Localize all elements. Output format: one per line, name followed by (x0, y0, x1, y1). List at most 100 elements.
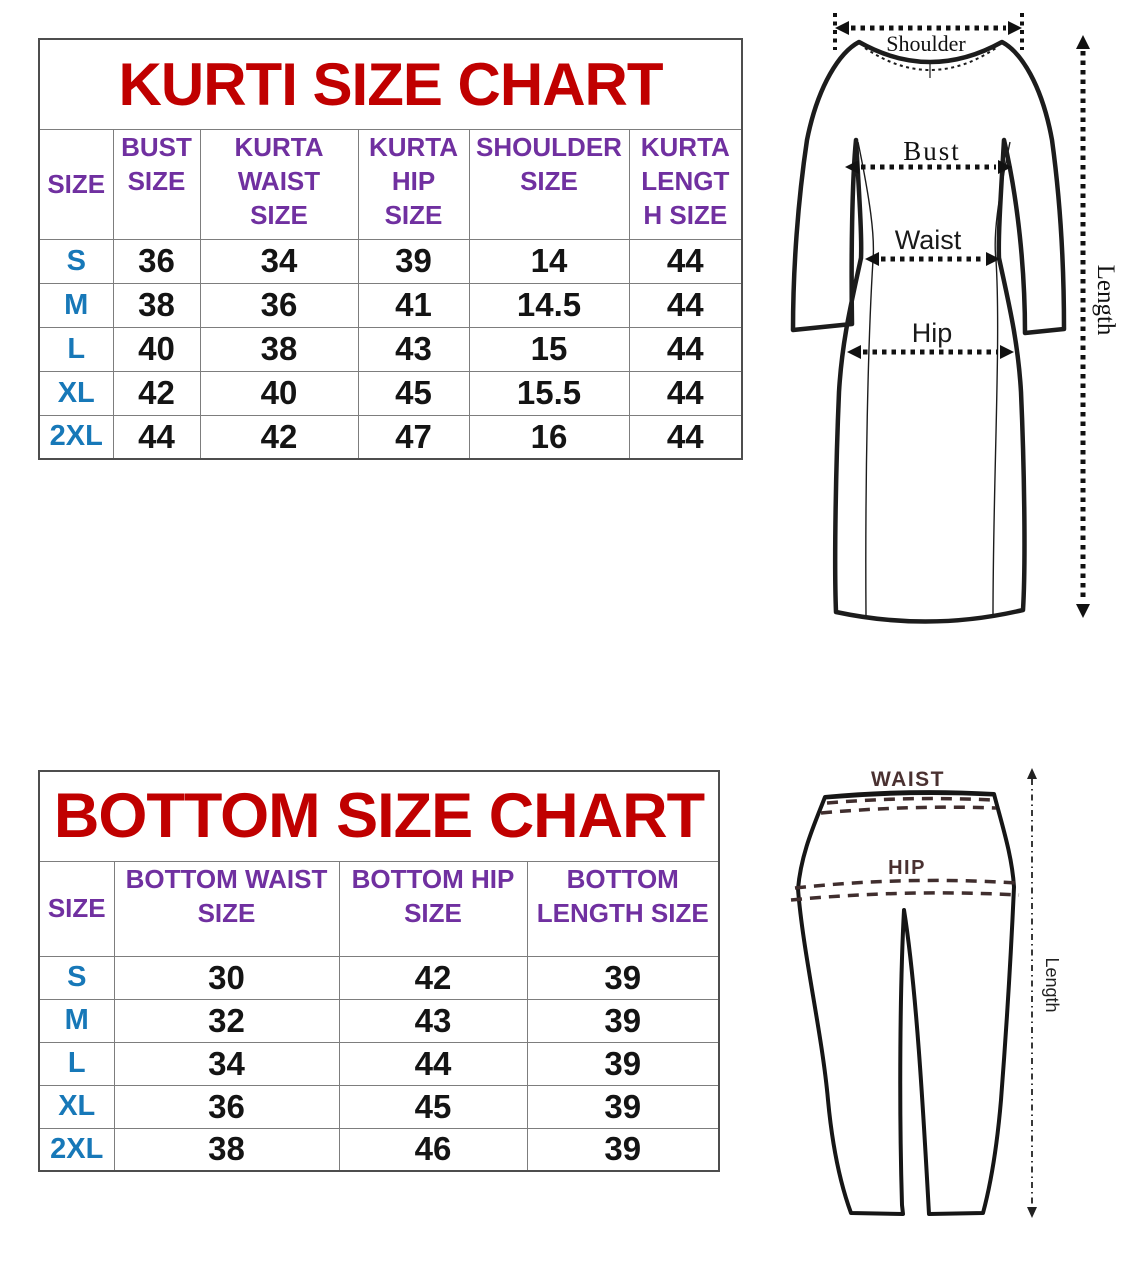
length-label: Length (1092, 265, 1119, 336)
value-cell: 44 (628, 326, 743, 372)
value-cell: 45 (338, 1084, 528, 1129)
pants-length-label: Length (1042, 957, 1062, 1012)
value-cell: 44 (628, 282, 743, 328)
bottom-size-table: BOTTOM SIZE CHART SIZE BOTTOM WAIST SIZE… (38, 770, 721, 1172)
bottom-header-row: SIZE BOTTOM WAIST SIZE BOTTOM HIP SIZE B… (38, 860, 720, 957)
value-cell: 38 (199, 326, 359, 372)
size-cell: L (38, 1041, 115, 1086)
value-cell: 39 (526, 1127, 720, 1172)
bottom-row-2xl: 2XL 38 46 39 (38, 1127, 720, 1172)
bottom-row-m: M 32 43 39 (38, 998, 720, 1043)
length-measure-arrow (1076, 35, 1090, 618)
kurti-header-waist: KURTA WAIST SIZE (199, 128, 359, 240)
size-cell: L (38, 326, 114, 372)
kurti-row-l: L 40 38 43 15 44 (38, 326, 743, 372)
shoulder-measure-arrow (833, 13, 1024, 50)
value-cell: 14 (468, 238, 630, 284)
pants-waist-label: WAIST (871, 768, 945, 791)
value-cell: 40 (199, 370, 359, 416)
value-cell: 38 (112, 282, 201, 328)
value-cell: 36 (112, 238, 201, 284)
bottom-header-size: SIZE (38, 860, 115, 957)
pants-length-arrow (1027, 768, 1037, 1218)
value-cell: 32 (113, 998, 340, 1043)
value-cell: 39 (526, 998, 720, 1043)
value-cell: 38 (113, 1127, 340, 1172)
value-cell: 34 (113, 1041, 340, 1086)
value-cell: 16 (468, 414, 630, 460)
value-cell: 43 (357, 326, 470, 372)
value-cell: 36 (113, 1084, 340, 1129)
kurti-header-hip: KURTA HIP SIZE (357, 128, 470, 240)
kurti-seam-right (992, 141, 1011, 617)
waist-label: Waist (895, 225, 962, 255)
kurti-header-size: SIZE (38, 128, 114, 240)
bottom-header-waist: BOTTOM WAIST SIZE (113, 860, 340, 957)
value-cell: 43 (338, 998, 528, 1043)
waist-measure-arrow (865, 252, 1000, 266)
value-cell: 39 (526, 1041, 720, 1086)
size-cell: S (38, 955, 115, 1000)
bottom-header-length: BOTTOM LENGTH SIZE (526, 860, 720, 957)
bottom-table-title: BOTTOM SIZE CHART (38, 770, 720, 862)
value-cell: 41 (357, 282, 470, 328)
kurti-header-length: KURTA LENGT H SIZE (628, 128, 743, 240)
kurti-seam-left (857, 141, 875, 617)
kurti-header-bust: BUST SIZE (112, 128, 201, 240)
bottom-row-xl: XL 36 45 39 (38, 1084, 720, 1129)
pants-hip-label: HIP (888, 857, 926, 879)
kurti-row-m: M 38 36 41 14.5 44 (38, 282, 743, 328)
value-cell: 45 (357, 370, 470, 416)
bottom-header-hip: BOTTOM HIP SIZE (338, 860, 528, 957)
pants-waistband-line (824, 792, 994, 800)
kurti-table-title: KURTI SIZE CHART (38, 38, 743, 130)
hip-measure-arrow (847, 345, 1014, 359)
size-cell: M (38, 282, 114, 328)
kurti-title-row: KURTI SIZE CHART (38, 38, 743, 130)
value-cell: 15 (468, 326, 630, 372)
value-cell: 14.5 (468, 282, 630, 328)
value-cell: 42 (199, 414, 359, 460)
value-cell: 42 (112, 370, 201, 416)
value-cell: 30 (113, 955, 340, 1000)
kurti-row-2xl: 2XL 44 42 47 16 44 (38, 414, 743, 460)
pants-waist-dashed-lines (820, 796, 997, 815)
kurti-header-row: SIZE BUST SIZE KURTA WAIST SIZE KURTA HI… (38, 128, 743, 240)
kurti-diagram: Shoulder Bust Waist Hip Length (790, 13, 1119, 624)
value-cell: 44 (628, 238, 743, 284)
value-cell: 39 (526, 955, 720, 1000)
kurti-row-xl: XL 42 40 45 15.5 44 (38, 370, 743, 416)
bottom-title-row: BOTTOM SIZE CHART (38, 770, 720, 862)
size-cell: XL (38, 1084, 115, 1129)
bust-label: Bust (903, 136, 961, 166)
value-cell: 34 (199, 238, 359, 284)
value-cell: 40 (112, 326, 201, 372)
pants-outline (796, 790, 1016, 1216)
size-cell: 2XL (38, 1127, 115, 1172)
value-cell: 39 (526, 1084, 720, 1129)
value-cell: 44 (112, 414, 201, 460)
value-cell: 44 (628, 370, 743, 416)
hip-label: Hip (912, 318, 953, 348)
kurti-size-table: KURTI SIZE CHART SIZE BUST SIZE KURTA WA… (38, 38, 744, 460)
bottom-row-s: S 30 42 39 (38, 955, 720, 1000)
bottom-diagram: WAIST HIP Length (790, 768, 1062, 1218)
value-cell: 15.5 (468, 370, 630, 416)
value-cell: 36 (199, 282, 359, 328)
bottom-row-l: L 34 44 39 (38, 1041, 720, 1086)
size-cell: S (38, 238, 114, 284)
value-cell: 46 (338, 1127, 528, 1172)
bust-measure-arrow (845, 160, 1012, 174)
kurti-row-s: S 36 34 39 14 44 (38, 238, 743, 284)
value-cell: 44 (338, 1041, 528, 1086)
size-cell: 2XL (38, 414, 114, 460)
value-cell: 47 (357, 414, 470, 460)
kurti-outline (790, 39, 1067, 624)
value-cell: 44 (628, 414, 743, 460)
shoulder-label: Shoulder (886, 31, 966, 56)
kurti-header-shoulder: SHOULDER SIZE (468, 128, 630, 240)
size-cell: XL (38, 370, 114, 416)
value-cell: 42 (338, 955, 528, 1000)
pants-hip-dashed-lines (790, 878, 1020, 902)
